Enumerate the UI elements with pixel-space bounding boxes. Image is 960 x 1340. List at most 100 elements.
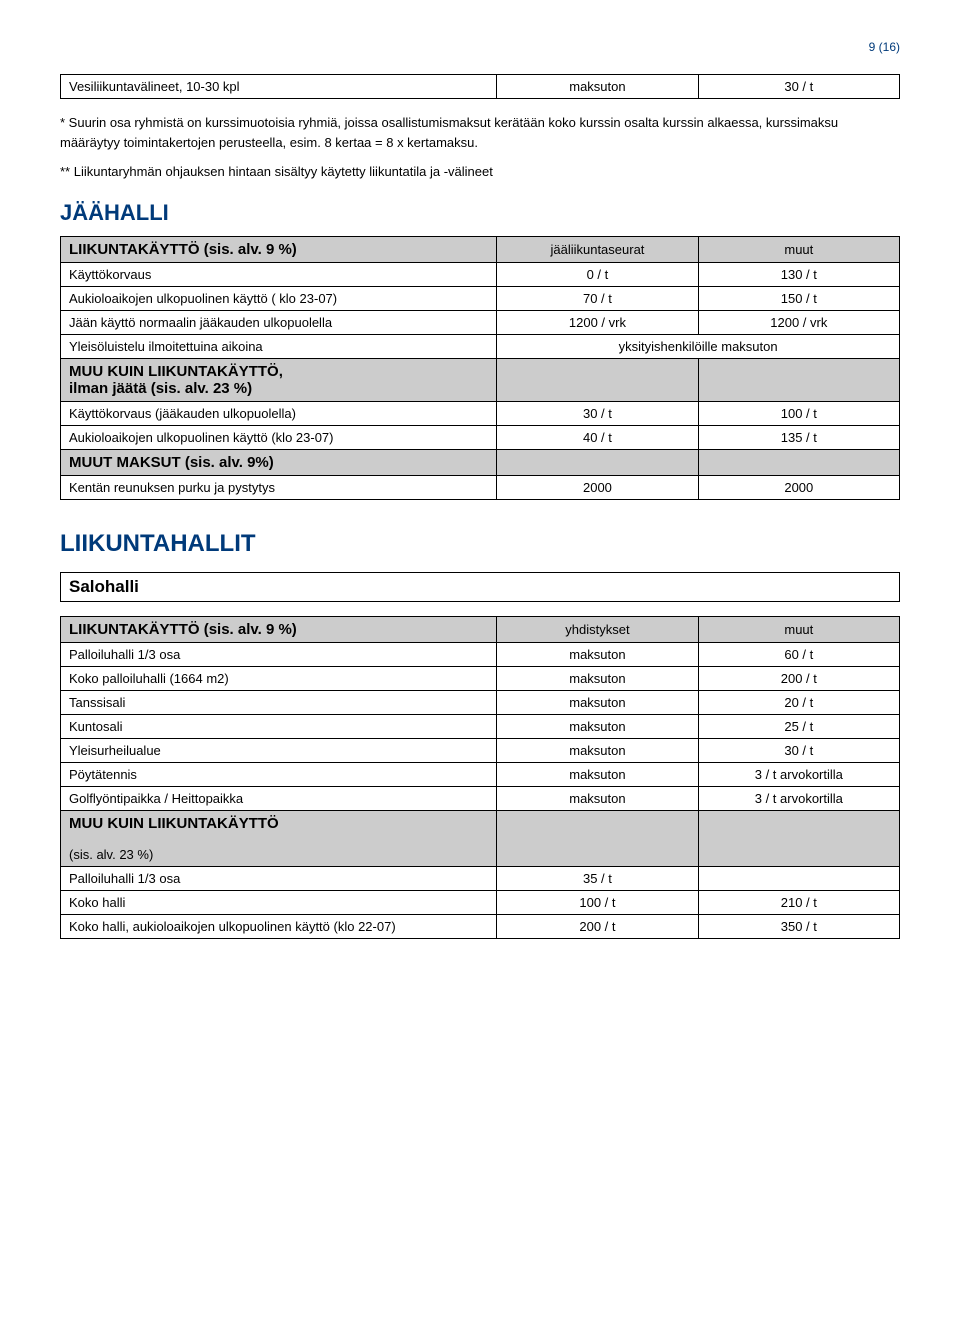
cell: 2000: [698, 475, 899, 499]
cell: 200 / t: [698, 666, 899, 690]
salohalli-table: LIIKUNTAKÄYTTÖ (sis. alv. 9 %) yhdistyks…: [60, 616, 900, 939]
cell: 25 / t: [698, 714, 899, 738]
cell: Golflyöntipaikka / Heittopaikka: [61, 786, 497, 810]
section-liikuntahallit: LIIKUNTAHALLIT: [60, 530, 900, 558]
cell: 70 / t: [497, 286, 698, 310]
table-row: Käyttökorvaus (jääkauden ulkopuolella) 3…: [61, 401, 900, 425]
table-row: Kentän reunuksen purku ja pystytys 2000 …: [61, 475, 900, 499]
col-header: yhdistykset: [497, 616, 698, 642]
cell: yksityishenkilöille maksuton: [497, 334, 900, 358]
cell: [698, 358, 899, 401]
cell: 30 / t: [497, 401, 698, 425]
cell: Palloiluhalli 1/3 osa: [61, 866, 497, 890]
cell: Palloiluhalli 1/3 osa: [61, 642, 497, 666]
cell: 30 / t: [698, 75, 899, 99]
cell: Kentän reunuksen purku ja pystytys: [61, 475, 497, 499]
cell: Salohalli: [61, 572, 900, 601]
col-header: jääliikuntaseurat: [497, 236, 698, 262]
heading-cell: MUUT MAKSUT (sis. alv. 9%): [61, 449, 497, 475]
cell: [497, 449, 698, 475]
table-row: Palloiluhalli 1/3 osa 35 / t: [61, 866, 900, 890]
table-row: Tanssisali maksuton 20 / t: [61, 690, 900, 714]
col-header: muut: [698, 236, 899, 262]
cell: Aukioloaikojen ulkopuolinen käyttö (klo …: [61, 425, 497, 449]
cell: Käyttökorvaus (jääkauden ulkopuolella): [61, 401, 497, 425]
table-row: Palloiluhalli 1/3 osa maksuton 60 / t: [61, 642, 900, 666]
cell: 3 / t arvokortilla: [698, 786, 899, 810]
section-jaahalli: JÄÄHALLI: [60, 200, 900, 226]
cell: 40 / t: [497, 425, 698, 449]
cell: Koko palloiluhalli (1664 m2): [61, 666, 497, 690]
cell: maksuton: [497, 738, 698, 762]
cell: 60 / t: [698, 642, 899, 666]
table-row: Aukioloaikojen ulkopuolinen käyttö ( klo…: [61, 286, 900, 310]
heading-cell: MUU KUIN LIIKUNTAKÄYTTÖ (sis. alv. 23 %): [61, 810, 497, 866]
cell: 135 / t: [698, 425, 899, 449]
table-header-row: LIIKUNTAKÄYTTÖ (sis. alv. 9 %) jääliikun…: [61, 236, 900, 262]
cell: 20 / t: [698, 690, 899, 714]
cell: 150 / t: [698, 286, 899, 310]
cell: 100 / t: [497, 890, 698, 914]
cell: maksuton: [497, 714, 698, 738]
table-row: Käyttökorvaus 0 / t 130 / t: [61, 262, 900, 286]
table-row: Golflyöntipaikka / Heittopaikka maksuton…: [61, 786, 900, 810]
table-row: Jään käyttö normaalin jääkauden ulkopuol…: [61, 310, 900, 334]
cell: maksuton: [497, 75, 698, 99]
cell: 0 / t: [497, 262, 698, 286]
table-header-row: LIIKUNTAKÄYTTÖ (sis. alv. 9 %) yhdistyks…: [61, 616, 900, 642]
cell: Pöytätennis: [61, 762, 497, 786]
cell: Kuntosali: [61, 714, 497, 738]
cell: Koko halli: [61, 890, 497, 914]
table-row: Salohalli: [61, 572, 900, 601]
jaahalli-table: LIIKUNTAKÄYTTÖ (sis. alv. 9 %) jääliikun…: [60, 236, 900, 500]
cell: maksuton: [497, 690, 698, 714]
note-2: ** Liikuntaryhmän ohjauksen hintaan sisä…: [60, 162, 900, 182]
cell: maksuton: [497, 786, 698, 810]
cell: Yleisurheilualue: [61, 738, 497, 762]
table-row: Pöytätennis maksuton 3 / t arvokortilla: [61, 762, 900, 786]
table-row: Aukioloaikojen ulkopuolinen käyttö (klo …: [61, 425, 900, 449]
cell: 30 / t: [698, 738, 899, 762]
cell: 35 / t: [497, 866, 698, 890]
heading-cell: LIIKUNTAKÄYTTÖ (sis. alv. 9 %): [61, 616, 497, 642]
heading-cell: MUU KUIN LIIKUNTAKÄYTTÖ, ilman jäätä (si…: [61, 358, 497, 401]
cell: 2000: [497, 475, 698, 499]
cell: Jään käyttö normaalin jääkauden ulkopuol…: [61, 310, 497, 334]
cell: 1200 / vrk: [497, 310, 698, 334]
cell: Käyttökorvaus: [61, 262, 497, 286]
page-number: 9 (16): [60, 40, 900, 54]
table-row: Yleisurheilualue maksuton 30 / t: [61, 738, 900, 762]
table-row: Vesiliikuntavälineet, 10-30 kpl maksuton…: [61, 75, 900, 99]
table-row: Koko palloiluhalli (1664 m2) maksuton 20…: [61, 666, 900, 690]
cell: Yleisöluistelu ilmoitettuina aikoina: [61, 334, 497, 358]
cell: 100 / t: [698, 401, 899, 425]
cell: Tanssisali: [61, 690, 497, 714]
heading-cell: LIIKUNTAKÄYTTÖ (sis. alv. 9 %): [61, 236, 497, 262]
cell: 210 / t: [698, 890, 899, 914]
cell: maksuton: [497, 666, 698, 690]
cell: [698, 810, 899, 866]
table-row: Kuntosali maksuton 25 / t: [61, 714, 900, 738]
cell: 1200 / vrk: [698, 310, 899, 334]
cell: [497, 358, 698, 401]
table-subheader-row: MUU KUIN LIIKUNTAKÄYTTÖ (sis. alv. 23 %): [61, 810, 900, 866]
cell: maksuton: [497, 762, 698, 786]
cell: Vesiliikuntavälineet, 10-30 kpl: [61, 75, 497, 99]
table-row: Koko halli 100 / t 210 / t: [61, 890, 900, 914]
salohalli-heading-table: Salohalli: [60, 572, 900, 602]
cell: [497, 810, 698, 866]
note-1: * Suurin osa ryhmistä on kurssimuotoisia…: [60, 113, 900, 152]
cell: [698, 866, 899, 890]
table-subheader-row: MUU KUIN LIIKUNTAKÄYTTÖ, ilman jäätä (si…: [61, 358, 900, 401]
cell: 3 / t arvokortilla: [698, 762, 899, 786]
col-header: muut: [698, 616, 899, 642]
cell: 200 / t: [497, 914, 698, 938]
table-row: Yleisöluistelu ilmoitettuina aikoina yks…: [61, 334, 900, 358]
cell: Koko halli, aukioloaikojen ulkopuolinen …: [61, 914, 497, 938]
cell: 350 / t: [698, 914, 899, 938]
table-subheader-row: MUUT MAKSUT (sis. alv. 9%): [61, 449, 900, 475]
top-table: Vesiliikuntavälineet, 10-30 kpl maksuton…: [60, 74, 900, 99]
cell: Aukioloaikojen ulkopuolinen käyttö ( klo…: [61, 286, 497, 310]
cell: [698, 449, 899, 475]
table-row: Koko halli, aukioloaikojen ulkopuolinen …: [61, 914, 900, 938]
